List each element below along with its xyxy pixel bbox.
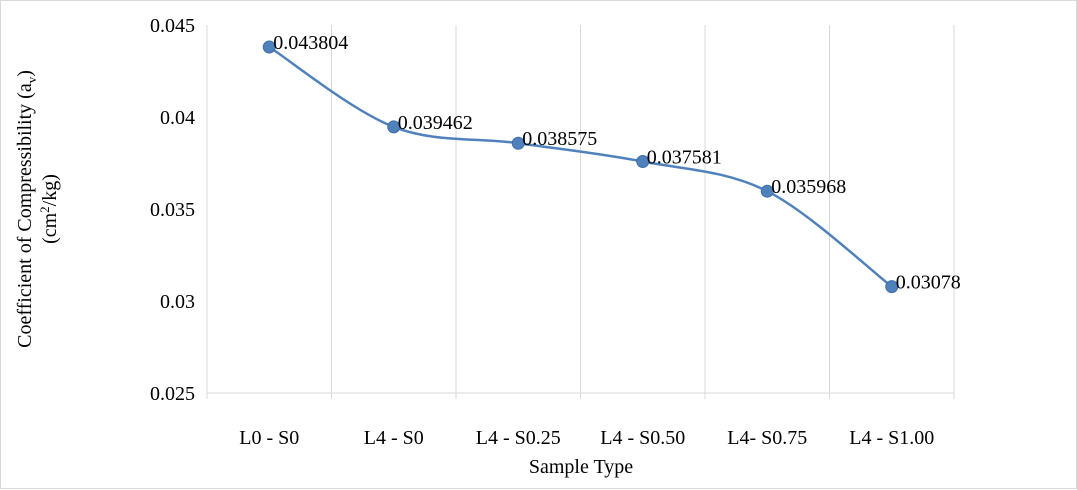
y-tick-label: 0.025: [150, 383, 195, 405]
data-point-marker: [511, 136, 525, 150]
data-markers: [262, 40, 899, 294]
y-axis-title-line1: Coefficient of Compressibility (av): [14, 70, 39, 348]
y-tick-label: 0.03: [160, 291, 195, 313]
y-axis-title-line2: (cm2/kg): [37, 174, 61, 244]
data-point-marker: [636, 155, 650, 169]
axes: [206, 25, 954, 394]
data-label: 0.037581: [647, 147, 722, 169]
data-point-marker: [387, 120, 401, 134]
data-label: 0.039462: [398, 112, 473, 134]
x-tick-label: L4 - S0.50: [600, 427, 685, 449]
x-tick-label: L4 - S0.25: [476, 427, 561, 449]
data-label: 0.03078: [896, 272, 961, 294]
y-tick-label: 0.04: [160, 107, 195, 129]
x-tick-label: L0 - S0: [239, 427, 299, 449]
data-point-marker: [885, 280, 899, 294]
data-label: 0.043804: [273, 32, 348, 54]
y-tick-label: 0.035: [150, 199, 195, 221]
data-labels: 0.043804 0.039462 0.038575 0.037581 0.035968…: [273, 32, 961, 294]
x-tick-label: L4 - S1.00: [849, 427, 934, 449]
x-axis-title: Sample Type: [529, 456, 633, 478]
x-tick-labels: L0 - S0 L4 - S0 L4 - S0.25 L4 - S0.50 L4- S0…: [239, 427, 934, 449]
data-point-marker: [262, 40, 276, 54]
series-line: [268, 45, 893, 288]
gridlines: [206, 25, 955, 399]
data-point-marker: [760, 184, 774, 198]
data-label: 0.035968: [771, 176, 846, 198]
data-label: 0.038575: [522, 128, 597, 150]
y-tick-label: 0.045: [150, 15, 195, 37]
y-tick-labels: 0.025 0.03 0.035 0.04 0.045: [150, 15, 195, 405]
x-tick-label: L4 - S0: [364, 427, 424, 449]
x-tick-label: L4- S0.75: [727, 427, 807, 449]
